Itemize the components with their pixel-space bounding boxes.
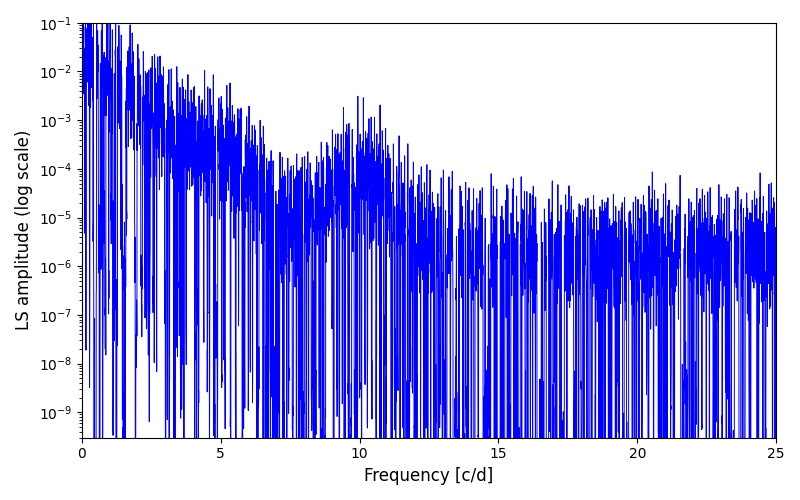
X-axis label: Frequency [c/d]: Frequency [c/d] (364, 467, 494, 485)
Y-axis label: LS amplitude (log scale): LS amplitude (log scale) (15, 130, 33, 330)
